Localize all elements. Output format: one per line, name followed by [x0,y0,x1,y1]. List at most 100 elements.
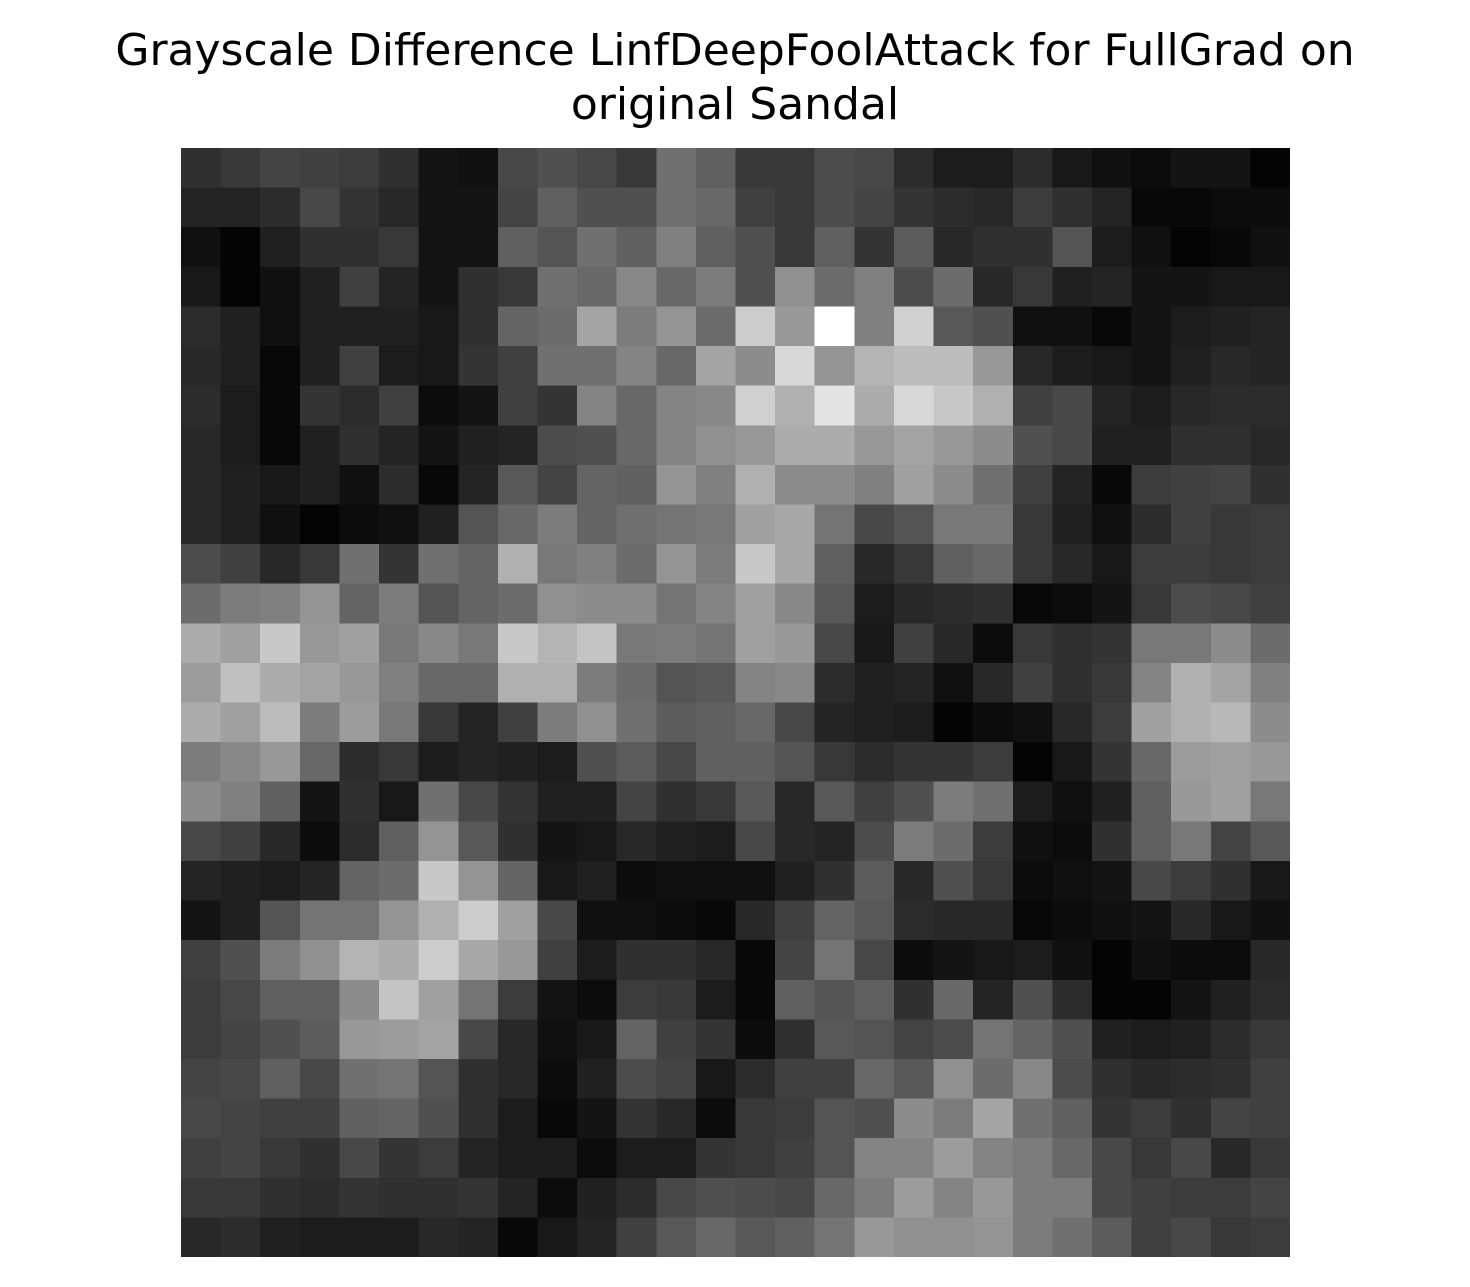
heatmap-cell-r21-c0 [181,979,222,1020]
heatmap-cell-r8-c21 [1012,464,1053,506]
heatmap-cell-r13-c25 [1171,662,1212,704]
heatmap-cell-r14-c3 [299,702,341,743]
heatmap-cell-r19-c26 [1210,900,1251,941]
heatmap-cell-r25-c19 [933,1138,974,1179]
heatmap-cell-r3-c12 [656,266,697,308]
heatmap-cell-r17-c17 [854,821,895,862]
heatmap-cell-r5-c6 [418,346,459,387]
heatmap-cell-r20-c12 [656,940,697,981]
heatmap-cell-r20-c27 [1250,940,1290,981]
heatmap-cell-r1-c25 [1171,187,1212,228]
heatmap-cell-r21-c17 [854,979,895,1020]
heatmap-cell-r15-c2 [260,742,301,783]
heatmap-cell-r6-c20 [973,385,1014,426]
heatmap-cell-r15-c0 [181,742,222,783]
heatmap-cell-r21-c21 [1012,979,1053,1020]
heatmap-cell-r16-c26 [1210,781,1251,822]
heatmap-cell-r8-c2 [260,464,301,506]
heatmap-cell-r5-c7 [458,346,499,387]
heatmap-cell-r19-c19 [933,900,974,941]
heatmap-cell-r25-c13 [695,1138,737,1179]
heatmap-cell-r11-c7 [458,583,499,624]
heatmap-cell-r3-c5 [379,266,420,308]
heatmap-cell-r12-c8 [497,623,539,664]
heatmap-cell-r23-c4 [339,1058,380,1100]
heatmap-cell-r25-c0 [181,1138,222,1179]
heatmap-cell-r25-c15 [775,1138,816,1179]
heatmap-cell-r11-c14 [735,583,776,624]
chart-title-line1: Grayscale Difference LinfDeepFoolAttack … [115,25,1355,76]
heatmap-cell-r27-c27 [1250,1217,1290,1257]
heatmap-cell-r3-c20 [973,266,1014,308]
heatmap-cell-r0-c27 [1250,148,1290,189]
heatmap-cell-r10-c22 [1052,544,1093,585]
heatmap-cell-r23-c10 [577,1058,618,1100]
heatmap-cell-r7-c12 [656,425,697,466]
heatmap-cell-r16-c11 [616,781,657,822]
heatmap-cell-r13-c10 [577,662,618,704]
heatmap-cell-r15-c20 [973,742,1014,783]
heatmap-cell-r14-c18 [893,702,935,743]
heatmap-cell-r19-c15 [775,900,816,941]
heatmap-cell-r27-c15 [775,1217,816,1257]
heatmap-cell-r4-c18 [893,306,935,347]
heatmap-cell-r21-c20 [973,979,1014,1020]
heatmap-cell-r12-c14 [735,623,776,664]
heatmap-cell-r22-c17 [854,1019,895,1060]
heatmap-cell-r21-c7 [458,979,499,1020]
heatmap-cell-r10-c25 [1171,544,1212,585]
heatmap-cell-r24-c1 [220,1098,261,1139]
heatmap-cell-r6-c1 [220,385,261,426]
heatmap-cell-r19-c2 [260,900,301,941]
heatmap-cell-r11-c16 [814,583,855,624]
heatmap-cell-r26-c23 [1091,1177,1133,1218]
heatmap-cell-r0-c24 [1131,148,1172,189]
heatmap-cell-r4-c9 [537,306,578,347]
heatmap-cell-r14-c5 [379,702,420,743]
heatmap-cell-r9-c16 [814,504,855,545]
heatmap-cell-r2-c20 [973,227,1014,268]
heatmap-cell-r9-c26 [1210,504,1251,545]
heatmap-cell-r5-c18 [893,346,935,387]
heatmap-cell-r15-c12 [656,742,697,783]
heatmap-cell-r0-c11 [616,148,657,189]
heatmap-cell-r19-c9 [537,900,578,941]
heatmap-cell-r23-c5 [379,1058,420,1100]
heatmap-cell-r22-c24 [1131,1019,1172,1060]
heatmap-cell-r10-c26 [1210,544,1251,585]
heatmap-cell-r15-c6 [418,742,459,783]
heatmap-cell-r1-c13 [695,187,737,228]
heatmap-cell-r6-c16 [814,385,855,426]
heatmap-cell-r3-c8 [497,266,539,308]
heatmap-cell-r25-c9 [537,1138,578,1179]
heatmap-cell-r9-c12 [656,504,697,545]
heatmap-cell-r10-c12 [656,544,697,585]
heatmap-cell-r8-c20 [973,464,1014,506]
heatmap-cell-r20-c20 [973,940,1014,981]
heatmap-cell-r5-c11 [616,346,657,387]
heatmap-cell-r20-c13 [695,940,737,981]
heatmap-cell-r24-c7 [458,1098,499,1139]
heatmap-cell-r21-c10 [577,979,618,1020]
heatmap-cell-r9-c3 [299,504,341,545]
heatmap-cell-r15-c14 [735,742,776,783]
heatmap-cell-r9-c0 [181,504,222,545]
heatmap-cell-r10-c6 [418,544,459,585]
heatmap-cell-r21-c6 [418,979,459,1020]
heatmap-cell-r25-c16 [814,1138,855,1179]
heatmap-cell-r18-c23 [1091,860,1133,902]
heatmap-cell-r1-c7 [458,187,499,228]
heatmap-cell-r3-c18 [893,266,935,308]
heatmap-cell-r13-c7 [458,662,499,704]
heatmap-cell-r10-c5 [379,544,420,585]
heatmap-cell-r26-c19 [933,1177,974,1218]
heatmap-cell-r11-c15 [775,583,816,624]
heatmap-cell-r10-c1 [220,544,261,585]
heatmap-cell-r9-c17 [854,504,895,545]
heatmap-cell-r5-c2 [260,346,301,387]
heatmap-cell-r15-c24 [1131,742,1172,783]
heatmap-cell-r18-c24 [1131,860,1172,902]
heatmap-cell-r8-c26 [1210,464,1251,506]
heatmap-cell-r22-c9 [537,1019,578,1060]
heatmap-cell-r6-c9 [537,385,578,426]
